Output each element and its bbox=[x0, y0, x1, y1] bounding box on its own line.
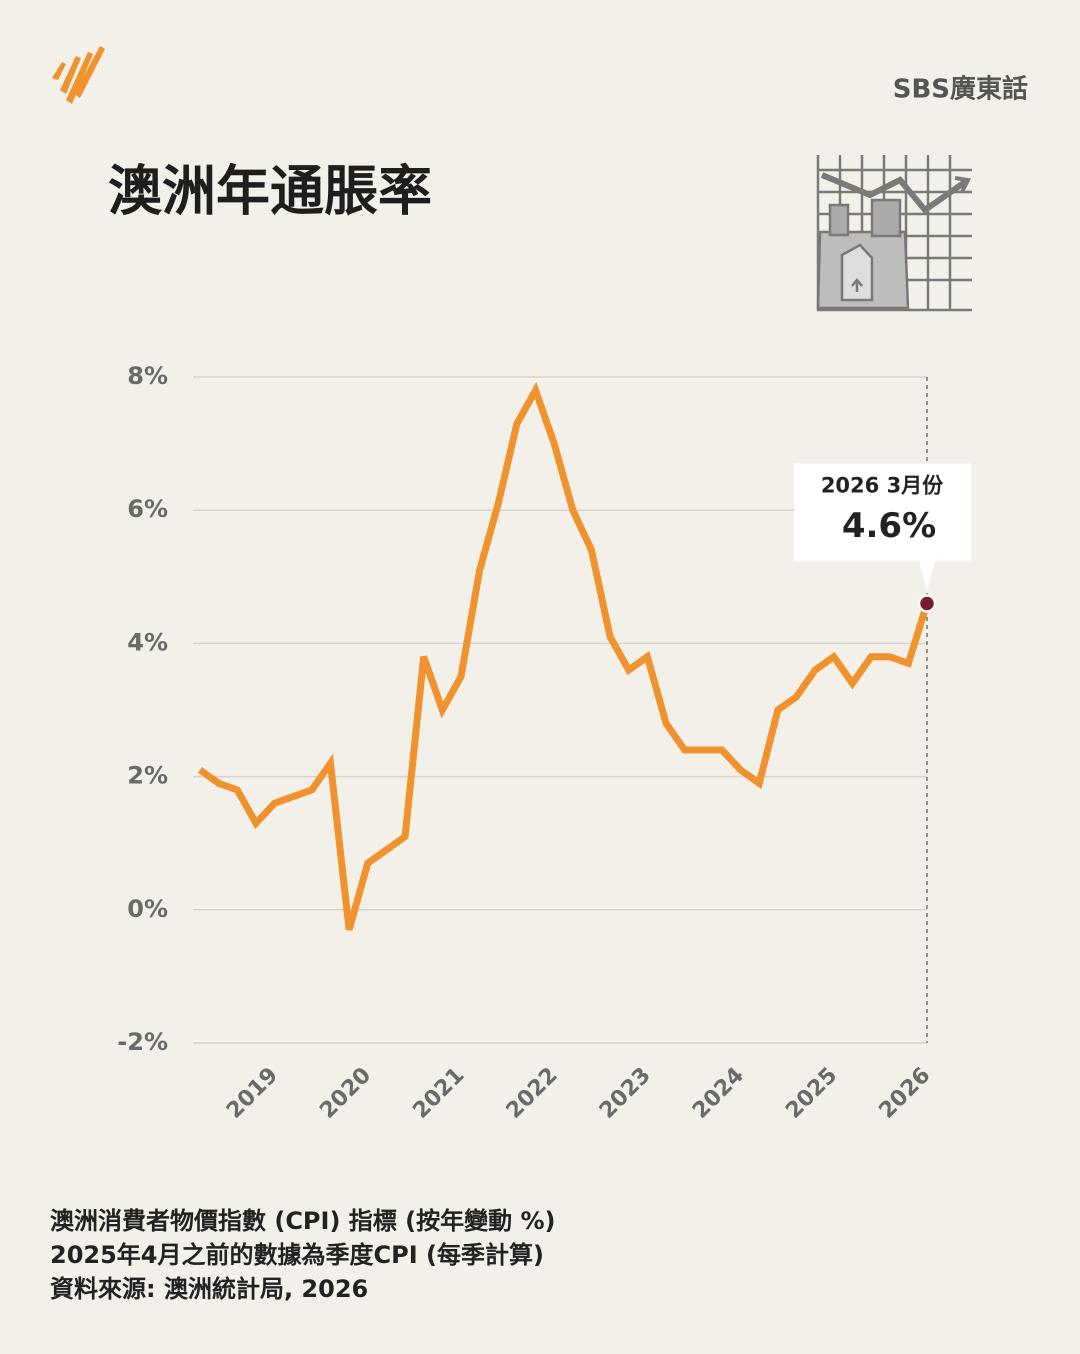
y-tick-label: 8% bbox=[127, 362, 168, 390]
note: 資料來源: 澳洲統計局, 2026 bbox=[50, 1275, 368, 1303]
y-tick-label: 6% bbox=[127, 495, 168, 523]
annotation-label: 2026 3月份 bbox=[821, 473, 944, 497]
chart-title: 澳洲年通脹率 bbox=[108, 160, 432, 223]
latest-point bbox=[917, 594, 937, 613]
note: 澳洲消費者物價指數 (CPI) 指標 (按年變動 %) bbox=[50, 1207, 555, 1235]
y-tick-label: -2% bbox=[117, 1028, 168, 1056]
notes: 澳洲消費者物價指數 (CPI) 指標 (按年變動 %) 2025年4月之前的數據為… bbox=[50, 1207, 555, 1303]
icon bbox=[816, 155, 972, 312]
y-tick-label: 2% bbox=[127, 762, 168, 790]
y-tick-label: 4% bbox=[127, 628, 168, 656]
logo bbox=[52, 46, 105, 104]
note: 2025年4月之前的數據為季度CPI (每季計算) bbox=[50, 1241, 544, 1269]
y-tick-label: 0% bbox=[127, 895, 168, 923]
data-line bbox=[197, 381, 931, 931]
value-label: 4.6% bbox=[842, 506, 936, 546]
annotation-box bbox=[794, 463, 971, 592]
brand: SBS廣東話 bbox=[893, 74, 1028, 105]
